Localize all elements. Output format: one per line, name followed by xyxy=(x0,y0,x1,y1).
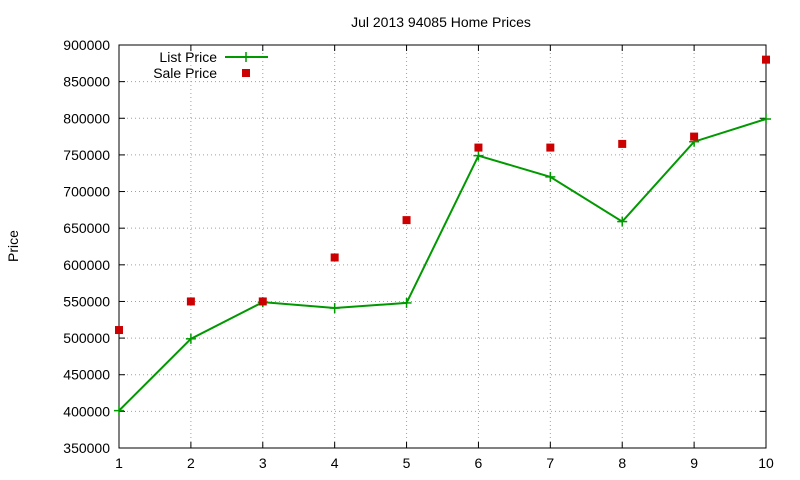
data-point xyxy=(546,143,555,152)
plot-frame xyxy=(118,44,767,449)
x-tick-label: 5 xyxy=(403,455,411,471)
data-point xyxy=(618,139,627,148)
series-0 xyxy=(114,114,771,416)
y-tick-label: 550000 xyxy=(63,293,110,309)
x-tick-label: 2 xyxy=(187,455,195,471)
grid-lines xyxy=(119,45,766,448)
y-axis-ticks: 350000 400000 450000 500000 550000 600000 6500… xyxy=(63,37,766,456)
y-tick-label: 850000 xyxy=(63,74,110,90)
y-tick-label: 650000 xyxy=(63,220,110,236)
chart-title: Jul 2013 94085 Home Prices xyxy=(351,14,531,30)
legend-swatch xyxy=(242,69,250,77)
data-point xyxy=(690,132,699,141)
x-tick-label: 6 xyxy=(475,455,483,471)
x-axis-ticks: 1 2 3 4 5 6 7 8 9 10 xyxy=(115,45,774,471)
x-tick-label: 8 xyxy=(618,455,626,471)
y-tick-label: 600000 xyxy=(63,257,110,273)
y-tick-label: 700000 xyxy=(63,184,110,200)
x-tick-label: 9 xyxy=(690,455,698,471)
y-axis-label: Price xyxy=(5,230,21,262)
data-point xyxy=(258,297,267,306)
legend-label: Sale Price xyxy=(153,65,217,81)
data-point xyxy=(330,253,339,262)
y-tick-label: 750000 xyxy=(63,147,110,163)
data-point xyxy=(402,216,411,225)
x-tick-label: 7 xyxy=(546,455,554,471)
data-point xyxy=(186,297,195,306)
y-tick-label: 800000 xyxy=(63,110,110,126)
legend-label: List Price xyxy=(159,49,217,65)
data-point xyxy=(762,55,770,64)
y-tick-label: 350000 xyxy=(63,440,110,456)
data-point xyxy=(115,326,123,335)
x-tick-label: 3 xyxy=(259,455,267,471)
series-line xyxy=(118,118,767,412)
y-tick-label: 400000 xyxy=(63,403,110,419)
series-1 xyxy=(115,55,770,335)
y-tick-label: 450000 xyxy=(63,367,110,383)
series-layer xyxy=(114,55,771,416)
data-point xyxy=(474,143,483,152)
y-tick-label: 900000 xyxy=(63,37,110,53)
x-tick-label: 1 xyxy=(115,455,123,471)
x-tick-label: 10 xyxy=(758,455,774,471)
x-tick-label: 4 xyxy=(331,455,339,471)
y-tick-label: 500000 xyxy=(63,330,110,346)
